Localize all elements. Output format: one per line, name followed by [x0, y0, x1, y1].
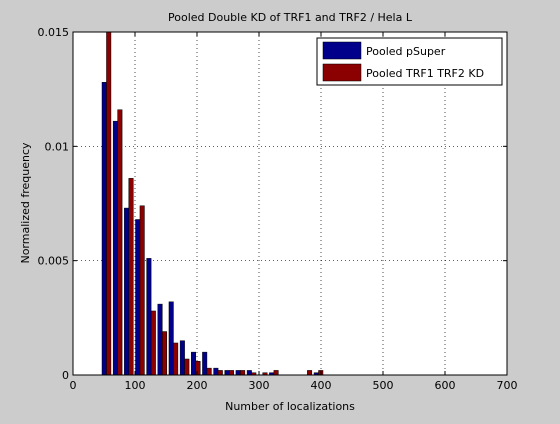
x-tick-label: 600 — [435, 379, 456, 392]
bar-series0-bin4 — [146, 258, 152, 376]
bar-series0-bin2 — [124, 207, 130, 376]
bar-series1-bin4 — [150, 310, 156, 376]
bar-series1-bin2 — [128, 178, 134, 376]
bar-series1-bin7 — [184, 358, 190, 376]
y-axis-label: Normalized frequency — [19, 142, 32, 264]
y-tick-label: 0.005 — [38, 255, 70, 268]
bar-series1-bin6 — [173, 342, 179, 376]
bar-series1-bin15 — [273, 370, 279, 376]
legend-label-pooled-psuper: Pooled pSuper — [366, 45, 446, 58]
bar-series0-bin7 — [179, 340, 185, 376]
plot-area — [73, 32, 507, 375]
bar-series0-bin6 — [168, 301, 174, 376]
bar-series0-bin1 — [112, 120, 118, 376]
bar-series0-bin3 — [135, 219, 141, 376]
x-tick-label: 300 — [249, 379, 270, 392]
x-tick-label: 200 — [187, 379, 208, 392]
x-tick-label: 500 — [373, 379, 394, 392]
bar-series0-bin8 — [191, 351, 197, 376]
bar-series1-bin9 — [206, 367, 212, 376]
bar-series1-bin10 — [217, 370, 223, 376]
bar-series0-bin11 — [224, 370, 230, 376]
bar-series1-bin3 — [139, 205, 145, 376]
bar-series0-bin10 — [213, 367, 219, 376]
bar-series1-bin12 — [240, 370, 246, 376]
legend-label-pooled-trf1-trf2-kd: Pooled TRF1 TRF2 KD — [366, 67, 484, 80]
legend-swatch-pooled-psuper — [322, 41, 362, 60]
bar-series1-bin1 — [117, 109, 123, 376]
bar-series1-bin5 — [162, 331, 167, 376]
y-tick-label: 0.01 — [45, 140, 70, 153]
y-tick-label: 0.015 — [38, 26, 70, 39]
x-tick-label: 700 — [497, 379, 518, 392]
x-axis-label: Number of localizations — [225, 400, 355, 413]
legend-swatch-pooled-trf1-trf2-kd — [322, 63, 362, 82]
legend: Pooled pSuper Pooled TRF1 TRF2 KD — [316, 37, 503, 86]
bar-series1-bin11 — [228, 370, 234, 376]
axes-box — [72, 31, 508, 376]
x-tick-label: 400 — [311, 379, 332, 392]
gridlines — [73, 32, 507, 375]
bar-series0-bin0 — [101, 82, 107, 376]
bar-series0-bin5 — [157, 303, 163, 376]
x-tick-label: 0 — [70, 379, 77, 392]
y-tick-label: 0 — [62, 369, 69, 382]
bar-series0-bin9 — [202, 351, 208, 376]
x-tick-label: 100 — [125, 379, 146, 392]
bar-series0-bin12 — [235, 370, 241, 376]
bar-series0-bin13 — [246, 370, 252, 376]
bar-series1-bin8 — [195, 361, 201, 376]
ticks: 0 100 200 300 400 500 600 700 0 0.005 0.01 0.015 — [38, 26, 518, 392]
bar-series1-bin0 — [106, 31, 112, 376]
chart-title: Pooled Double KD of TRF1 and TRF2 / Hela… — [168, 11, 413, 24]
bar-series1-bin18 — [307, 370, 313, 376]
